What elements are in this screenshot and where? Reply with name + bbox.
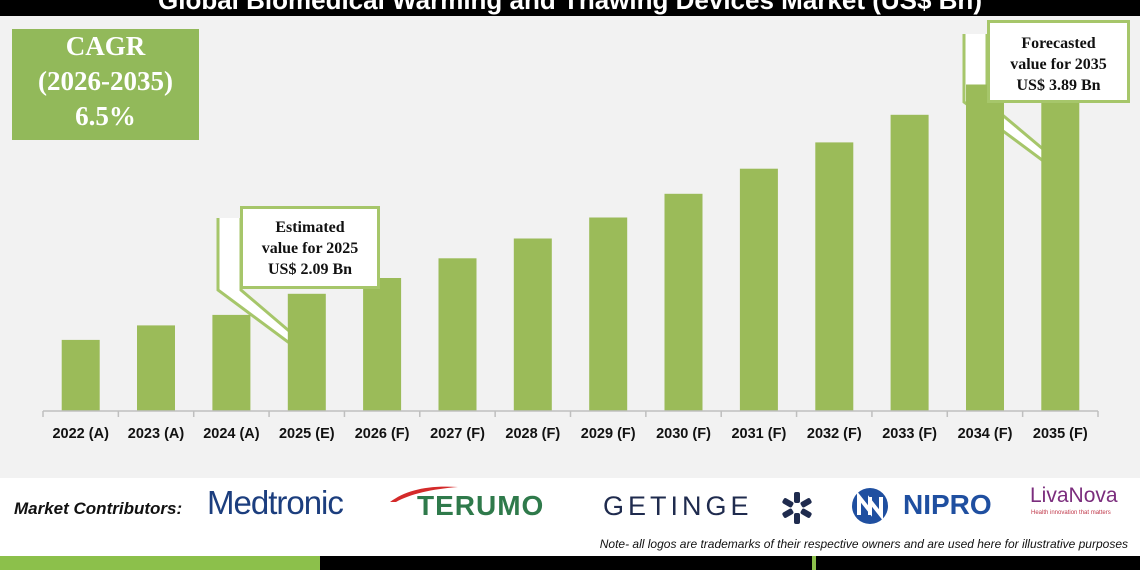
x-tick-label: 2022 (A) — [52, 426, 109, 442]
callout-estimated-2025: Estimated value for 2025 US$ 2.09 Bn — [240, 206, 380, 289]
callout-forecasted-2035: Forecasted value for 2035 US$ 3.89 Bn — [987, 20, 1130, 103]
cagr-value: 6.5% — [75, 101, 136, 131]
x-tick-label: 2024 (A) — [203, 426, 260, 442]
x-tick-label: 2027 (F) — [430, 426, 485, 442]
bar-2022-a — [61, 339, 100, 411]
bar-2031-f — [739, 168, 778, 411]
x-tick-label: 2032 (F) — [807, 426, 862, 442]
getinge-logo: GETINGE — [603, 491, 753, 521]
callout-forecasted-value: US$ 3.89 Bn — [1016, 77, 1101, 94]
bar-2035-f — [1041, 56, 1080, 412]
callout-forecasted-line1: Forecasted — [1021, 35, 1096, 52]
bar-2025-e — [287, 293, 326, 411]
nipro-logo: NIPRO — [903, 489, 992, 520]
header-bar: Global Biomedical Warming and Thawing De… — [0, 0, 1140, 16]
x-tick-label: 2035 (F) — [1033, 426, 1088, 442]
footer-bar — [0, 556, 1140, 570]
livanova-tagline: Health innovation that matters — [1031, 510, 1111, 516]
market-contributors-strip: Market Contributors: Medtronic TERUMO GE… — [0, 478, 1140, 556]
bar-2029-f — [589, 217, 628, 411]
bar-chart: 2022 (A) 2023 (A) 2024 (A) 2025 (E) 2026 (F)… — [42, 34, 1099, 442]
x-tick-label: 2030 (F) — [656, 426, 711, 442]
header-title: Global Biomedical Warming and Thawing De… — [158, 0, 982, 15]
x-tick-label: 2034 (F) — [958, 426, 1013, 442]
x-tick-label: 2029 (F) — [581, 426, 636, 442]
callout-estimated-value: US$ 2.09 Bn — [267, 261, 353, 278]
callout-estimated-line1: Estimated — [275, 219, 345, 236]
nipro-emblem-icon — [852, 488, 888, 524]
callout-estimated-line2: value for 2025 — [261, 240, 359, 257]
market-contributors-label: Market Contributors: — [14, 499, 183, 518]
terumo-logo: TERUMO — [417, 490, 545, 521]
cagr-box: CAGR (2026-2035) 6.5% — [12, 29, 199, 140]
x-tick-label: 2031 (F) — [731, 426, 786, 442]
bar-2032-f — [815, 142, 854, 411]
x-tick-label: 2033 (F) — [882, 426, 937, 442]
bar-2024-a — [212, 314, 251, 411]
bar-2027-f — [438, 258, 477, 411]
x-tick-label: 2023 (A) — [128, 426, 185, 442]
bar-2028-f — [513, 238, 552, 411]
x-tick-label: 2028 (F) — [505, 426, 560, 442]
bar-2034-f — [966, 84, 1004, 411]
bar-2030-f — [664, 193, 703, 412]
footer-marker — [812, 556, 816, 570]
bar-2023-a — [137, 325, 175, 411]
x-tick-label: 2026 (F) — [355, 426, 410, 442]
terumo-swoosh-icon — [390, 486, 458, 502]
trademark-note: Note- all logos are trademarks of their … — [599, 537, 1128, 551]
bar-2033-f — [890, 114, 929, 412]
medtronic-logo: Medtronic — [207, 484, 344, 521]
cagr-label: CAGR — [65, 31, 146, 61]
footer-accent — [0, 556, 320, 570]
cagr-period: (2026-2035) — [38, 66, 173, 96]
livanova-logo: LivaNova — [1030, 484, 1118, 507]
callout-forecasted-line2: value for 2035 — [1010, 56, 1107, 73]
bar-2026-f — [363, 278, 402, 411]
getinge-asterisk-icon — [782, 492, 812, 524]
x-tick-label: 2025 (E) — [279, 426, 335, 442]
